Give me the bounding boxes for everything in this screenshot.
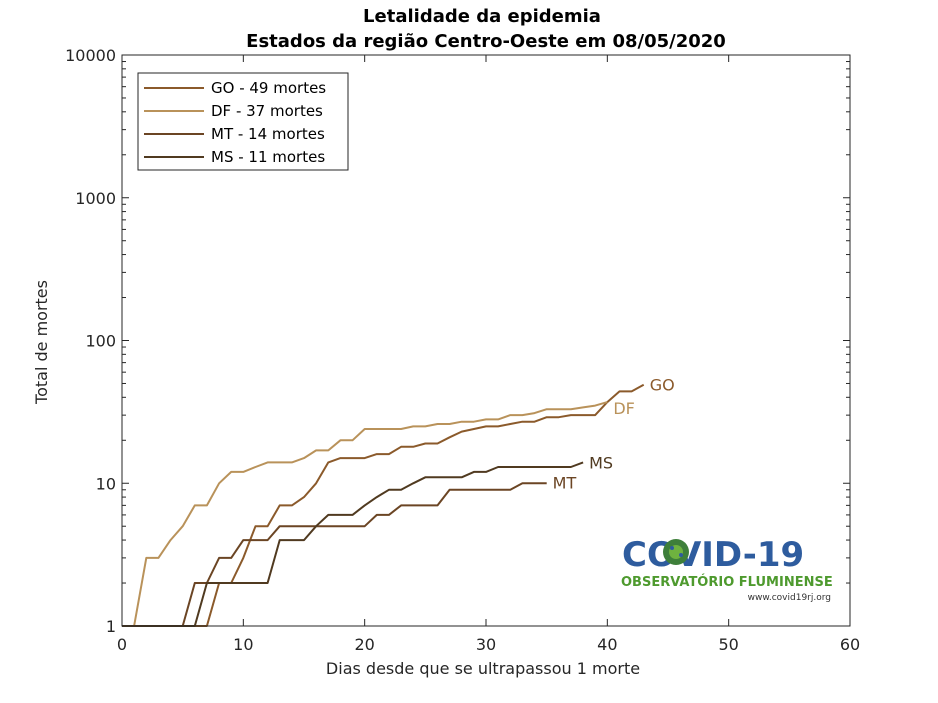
y-tick-label: 10 (96, 474, 116, 493)
logo-url: www.covid19rj.org (748, 593, 831, 603)
x-tick-label: 60 (840, 635, 860, 654)
series-line-ms (122, 461, 584, 627)
legend-label: MS - 11 mortes (211, 148, 325, 166)
tick-layer: 0 10 20 30 40 50 60 1 10 100 1000 10000 (65, 46, 860, 654)
series-line-mt (122, 482, 547, 627)
x-tick-label: 10 (233, 635, 253, 654)
logo-subtitle: OBSERVATÓRIO FLUMINENSE (621, 574, 833, 590)
x-tick-label: 20 (354, 635, 374, 654)
legend: GO - 49 mortes DF - 37 mortes MT - 14 mort… (137, 72, 349, 171)
virus-icon (663, 539, 689, 565)
legend-label: GO - 49 mortes (211, 79, 326, 97)
y-tick-label: 100 (85, 332, 116, 351)
logo-title: COVID-19 (622, 535, 804, 575)
chart-title: Letalidade da epidemia (363, 6, 601, 27)
chart-subtitle: Estados da região Centro-Oeste em 08/05/… (246, 31, 726, 52)
y-tick-label: 10000 (65, 46, 116, 65)
covid19-logo: COVID-19 OBSERVATÓRIO FLUMINENSE www.cov… (621, 535, 833, 603)
x-tick-label: 30 (476, 635, 496, 654)
end-label-layer: GO DF MT MS (553, 376, 675, 493)
end-label-mt: MT (553, 473, 577, 492)
series-layer (122, 383, 645, 627)
end-label-ms: MS (589, 453, 613, 472)
y-tick-label: 1 (106, 617, 116, 636)
series-line-go (122, 383, 645, 627)
legend-label: MT - 14 mortes (211, 125, 325, 143)
x-tick-label: 50 (718, 635, 738, 654)
end-label-df: DF (613, 399, 635, 418)
legend-label: DF - 37 mortes (211, 102, 323, 120)
x-axis-label: Dias desde que se ultrapassou 1 morte (326, 659, 640, 678)
series-line-df (122, 401, 608, 627)
end-label-go: GO (650, 376, 675, 395)
legend-box (137, 72, 349, 171)
y-tick-label: 1000 (75, 189, 116, 208)
y-axis-label: Total de mortes (32, 280, 51, 405)
x-tick-label: 40 (597, 635, 617, 654)
x-tick-label: 0 (117, 635, 127, 654)
